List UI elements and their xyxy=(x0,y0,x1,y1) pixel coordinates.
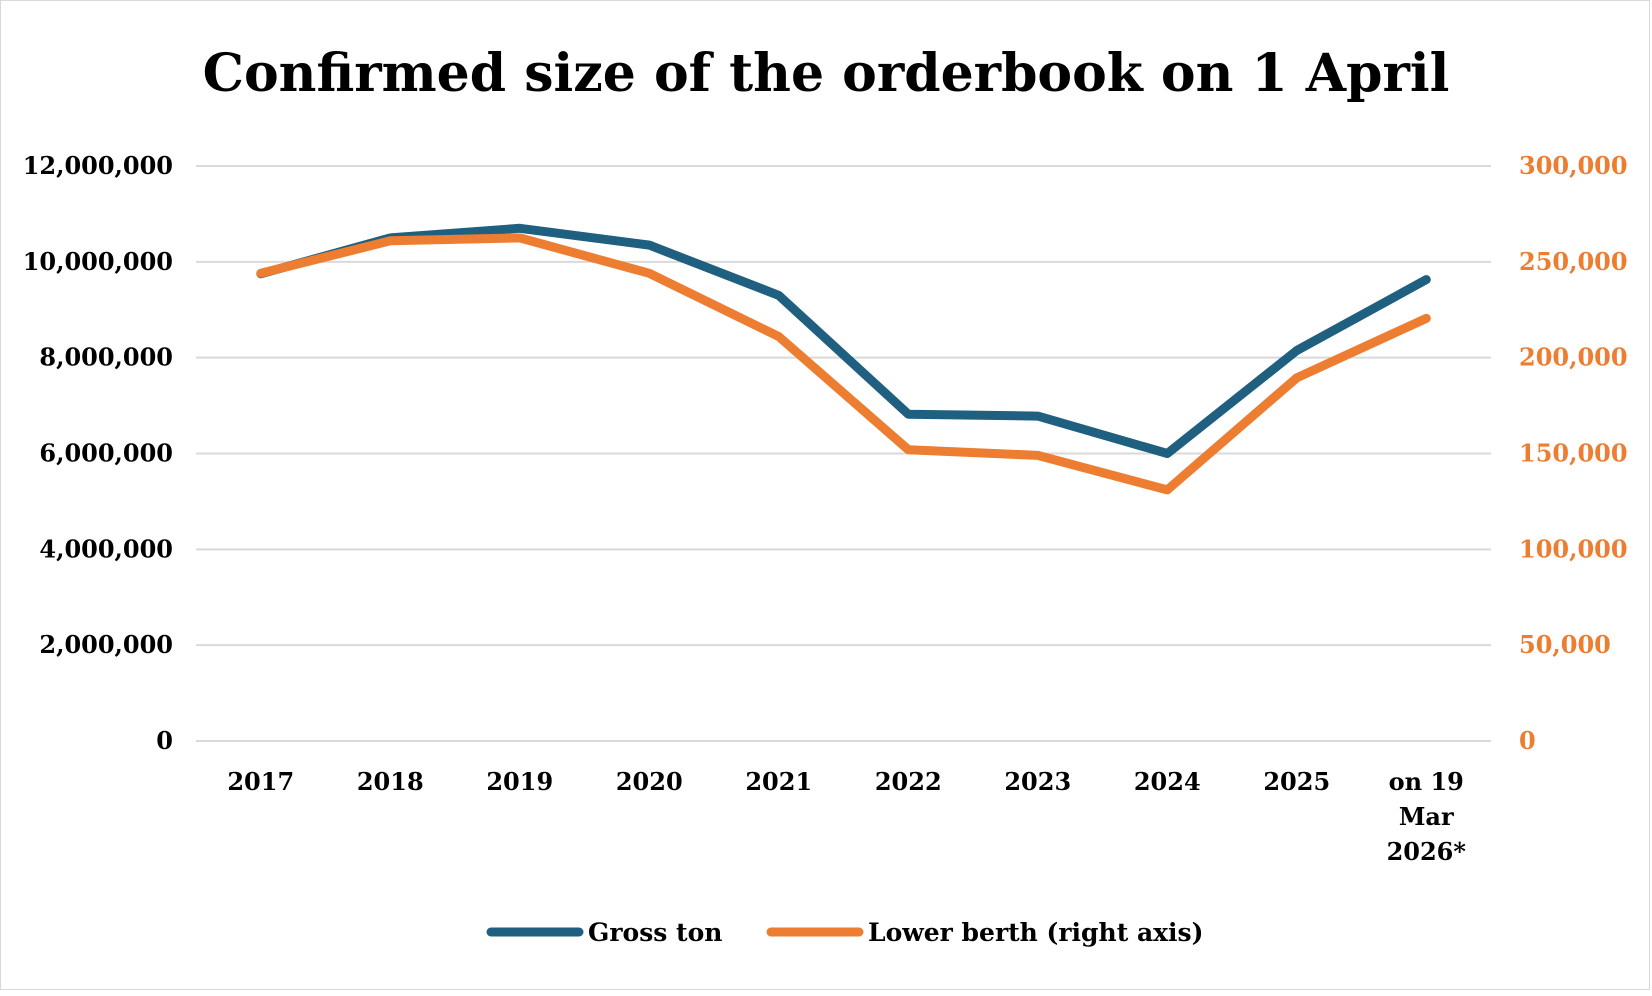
right-axis-tick-label: 0 xyxy=(1519,726,1536,755)
right-axis-ticks: 0 50,000 100,000 150,000 200,000 250,000 300,0… xyxy=(1519,151,1628,755)
right-axis-tick-label: 100,000 xyxy=(1519,534,1628,563)
right-axis-tick-label: 50,000 xyxy=(1519,630,1611,659)
x-axis-tick-label: 2021 xyxy=(745,767,812,796)
legend: Gross ton Lower berth (right axis) xyxy=(491,918,1203,947)
right-axis-tick-label: 250,000 xyxy=(1519,247,1628,276)
left-axis-ticks: 0 2,000,000 4,000,000 6,000,000 8,000,000 10,… xyxy=(23,151,173,755)
series-lines xyxy=(261,228,1427,490)
x-axis-tick-label: 2026* xyxy=(1387,837,1467,866)
legend-label: Gross ton xyxy=(588,918,722,947)
left-axis-tick-label: 12,000,000 xyxy=(23,151,173,180)
x-axis-tick-label: 2023 xyxy=(1004,767,1071,796)
x-axis-tick-label: 2019 xyxy=(486,767,553,796)
left-axis-tick-label: 0 xyxy=(156,726,173,755)
gridlines xyxy=(196,166,1491,741)
x-axis-tick-label: 2025 xyxy=(1263,767,1330,796)
x-axis-tick-label: 2024 xyxy=(1134,767,1201,796)
legend-label: Lower berth (right axis) xyxy=(868,918,1203,947)
left-axis-tick-label: 4,000,000 xyxy=(39,534,173,563)
left-axis-tick-label: 2,000,000 xyxy=(39,630,173,659)
x-axis-tick-label: 2017 xyxy=(227,767,294,796)
left-axis-tick-label: 8,000,000 xyxy=(39,343,173,372)
chart-title: Confirmed size of the orderbook on 1 Apr… xyxy=(203,43,1450,104)
right-axis-tick-label: 150,000 xyxy=(1519,439,1628,468)
series-line-lower-berth xyxy=(261,238,1427,490)
right-axis-tick-label: 300,000 xyxy=(1519,151,1628,180)
right-axis-tick-label: 200,000 xyxy=(1519,343,1628,372)
left-axis-tick-label: 10,000,000 xyxy=(23,247,173,276)
left-axis-tick-label: 6,000,000 xyxy=(39,439,173,468)
x-axis-ticks: 2017 2018 2019 2020 2021 2022 2023 2024 2025 on 1… xyxy=(227,767,1466,866)
x-axis-tick-label: on 19 xyxy=(1389,767,1464,796)
x-axis-tick-label: Mar xyxy=(1399,802,1454,831)
x-axis-tick-label: 2022 xyxy=(875,767,942,796)
x-axis-tick-label: 2018 xyxy=(357,767,424,796)
x-axis-tick-label: 2020 xyxy=(616,767,683,796)
